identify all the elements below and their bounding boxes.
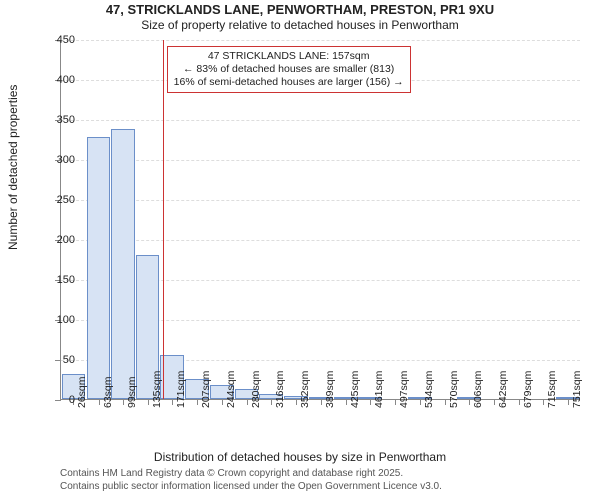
x-tick-label: 316sqm (274, 371, 286, 408)
x-tick (296, 399, 297, 405)
x-tick-label: 280sqm (250, 371, 262, 408)
gridline (61, 120, 580, 121)
y-tick-label: 100 (35, 314, 75, 326)
y-tick-label: 150 (35, 274, 75, 286)
x-tick-label: 171sqm (175, 371, 187, 408)
y-tick-label: 350 (35, 114, 75, 126)
bar (111, 129, 135, 399)
x-tick-label: 751sqm (571, 371, 583, 408)
x-tick (519, 399, 520, 405)
x-tick-label: 26sqm (76, 376, 88, 408)
x-tick-label: 642sqm (497, 371, 509, 408)
annotation-box: 47 STRICKLANDS LANE: 157sqm← 83% of deta… (167, 46, 411, 93)
annotation-line3: 16% of semi-detached houses are larger (… (174, 76, 404, 89)
x-tick (271, 399, 272, 405)
x-tick-label: 461sqm (373, 371, 385, 408)
x-tick (494, 399, 495, 405)
footer-line2: Contains public sector information licen… (60, 481, 580, 494)
y-tick-label: 200 (35, 234, 75, 246)
x-tick (346, 399, 347, 405)
x-axis-label: Distribution of detached houses by size … (0, 450, 600, 464)
gridline (61, 240, 580, 241)
chart-title-line1: 47, STRICKLANDS LANE, PENWORTHAM, PRESTO… (0, 2, 600, 17)
x-tick (123, 399, 124, 405)
annotation-line2: ← 83% of detached houses are smaller (81… (174, 63, 404, 76)
x-tick (148, 399, 149, 405)
x-tick (469, 399, 470, 405)
x-tick-label: 99sqm (126, 376, 138, 408)
plot-area: 47 STRICKLANDS LANE: 157sqm← 83% of deta… (60, 40, 580, 400)
footer-attribution: Contains HM Land Registry data © Crown c… (60, 468, 580, 493)
x-tick (445, 399, 446, 405)
gridline (61, 200, 580, 201)
chart-container: 47, STRICKLANDS LANE, PENWORTHAM, PRESTO… (0, 0, 600, 500)
x-tick-label: 207sqm (200, 371, 212, 408)
marker-line (163, 40, 164, 399)
x-tick (543, 399, 544, 405)
y-tick-label: 250 (35, 194, 75, 206)
gridline (61, 160, 580, 161)
y-tick-label: 400 (35, 74, 75, 86)
footer-line1: Contains HM Land Registry data © Crown c… (60, 468, 580, 481)
x-tick (222, 399, 223, 405)
x-tick-label: 425sqm (349, 371, 361, 408)
x-tick (420, 399, 421, 405)
x-tick (99, 399, 100, 405)
chart-title-line2: Size of property relative to detached ho… (0, 18, 600, 32)
annotation-line1: 47 STRICKLANDS LANE: 157sqm (174, 50, 404, 63)
y-axis-label: Number of detached properties (6, 85, 20, 250)
x-tick-label: 679sqm (522, 371, 534, 408)
x-tick-label: 497sqm (398, 371, 410, 408)
gridline (61, 40, 580, 41)
x-tick-label: 534sqm (423, 371, 435, 408)
x-tick-label: 135sqm (151, 371, 163, 408)
x-tick (321, 399, 322, 405)
x-tick (395, 399, 396, 405)
x-tick-label: 352sqm (299, 371, 311, 408)
x-tick (172, 399, 173, 405)
y-tick-label: 450 (35, 34, 75, 46)
x-tick-label: 606sqm (472, 371, 484, 408)
x-tick-label: 63sqm (102, 376, 114, 408)
y-tick-label: 50 (35, 354, 75, 366)
y-tick-label: 300 (35, 154, 75, 166)
x-tick-label: 244sqm (225, 371, 237, 408)
x-tick (370, 399, 371, 405)
x-tick (247, 399, 248, 405)
x-tick-label: 570sqm (448, 371, 460, 408)
x-tick (568, 399, 569, 405)
x-tick-label: 389sqm (324, 371, 336, 408)
x-tick (197, 399, 198, 405)
x-tick-label: 715sqm (546, 371, 558, 408)
y-tick-label: 0 (35, 394, 75, 406)
bar (87, 137, 111, 399)
